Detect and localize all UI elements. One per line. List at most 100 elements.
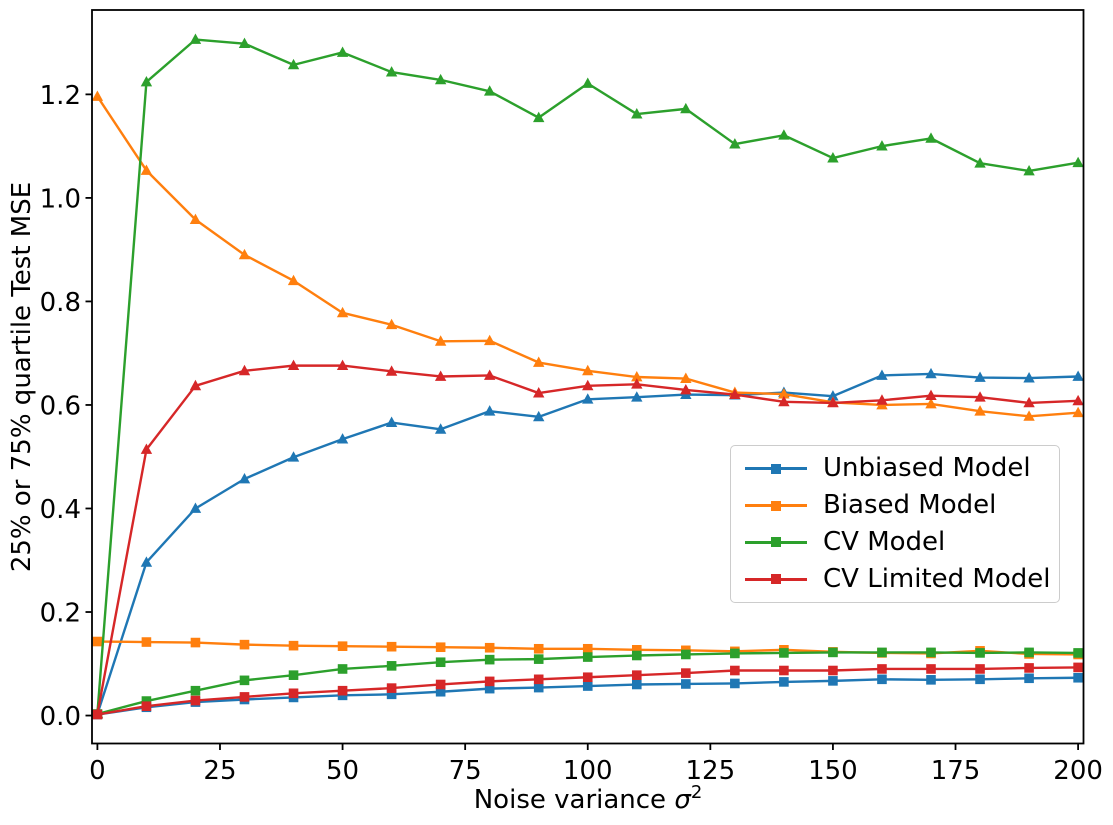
marker-square [533, 643, 544, 654]
marker-triangle [336, 359, 349, 371]
marker-square [582, 681, 593, 691]
marker-square [828, 676, 838, 686]
marker-square [877, 664, 887, 674]
legend-line-marker-icon [745, 536, 807, 548]
marker-square [828, 647, 838, 658]
marker-triangle [483, 405, 496, 416]
marker-square [730, 665, 740, 676]
marker-triangle [582, 393, 594, 404]
marker-square [1073, 672, 1083, 683]
legend-item-cv: CV Model [731, 528, 1059, 557]
marker-square [631, 650, 642, 661]
y-tick-label: 0.4 [40, 495, 81, 525]
marker-square [190, 637, 201, 648]
marker-square [484, 676, 495, 687]
legend-label: CV Model [823, 527, 946, 558]
marker-square [681, 649, 691, 660]
marker-square [288, 688, 299, 699]
marker-square [730, 648, 740, 659]
marker-triangle [91, 90, 104, 101]
marker-triangle [582, 379, 594, 391]
marker-triangle [1023, 396, 1035, 408]
marker-square [288, 670, 299, 680]
marker-triangle [385, 318, 398, 330]
marker-square [1073, 662, 1083, 673]
marker-triangle [680, 372, 692, 383]
marker-triangle [385, 365, 398, 376]
marker-square [484, 683, 495, 694]
marker-square [828, 665, 838, 676]
marker-triangle [336, 433, 349, 444]
x-tick-label: 175 [931, 756, 981, 786]
y-tick-label: 0.8 [40, 288, 81, 318]
marker-square [631, 670, 642, 680]
marker-square [926, 647, 936, 658]
marker-square [484, 642, 495, 653]
marker-triangle [827, 390, 839, 401]
marker-triangle [876, 140, 888, 151]
marker-triangle [1023, 164, 1035, 176]
marker-triangle [189, 379, 202, 391]
marker-triangle [876, 394, 888, 405]
marker-triangle [631, 108, 643, 119]
marker-triangle [974, 157, 986, 168]
marker-square [141, 637, 152, 647]
marker-triangle [238, 37, 251, 49]
marker-triangle [238, 364, 251, 376]
marker-square [141, 701, 152, 712]
marker-square [435, 679, 446, 690]
legend-line-marker-icon [745, 463, 807, 475]
marker-triangle [434, 73, 447, 85]
marker-triangle [925, 389, 937, 401]
marker-triangle [925, 132, 937, 143]
plot-border [91, 9, 1085, 745]
x-tick-label: 100 [563, 756, 613, 786]
marker-square [926, 664, 936, 674]
marker-triangle [680, 383, 692, 395]
marker-triangle [336, 46, 349, 57]
legend-item-unbiased: Unbiased Model [731, 454, 1059, 483]
x-axis-label-text: Noise variance [474, 785, 675, 815]
marker-triangle [778, 129, 790, 140]
marker-triangle [434, 370, 447, 381]
marker-square [1024, 663, 1034, 673]
marker-triangle [729, 138, 741, 149]
marker-square [435, 657, 446, 668]
marker-triangle [483, 369, 496, 380]
marker-square [190, 695, 201, 706]
marker-square [239, 639, 250, 650]
x-tick-label: 0 [89, 756, 106, 786]
marker-square [681, 679, 691, 689]
x-tick-label: 50 [326, 756, 359, 786]
marker-triangle [189, 33, 202, 44]
marker-square [435, 642, 446, 653]
marker-square [386, 689, 397, 700]
x-tick-label: 125 [686, 756, 736, 786]
legend-line-marker-icon [745, 573, 807, 585]
marker-triangle [1072, 156, 1084, 168]
marker-square [877, 674, 887, 685]
sigma-exponent: 2 [691, 782, 702, 803]
marker-triangle [631, 391, 643, 402]
marker-triangle [189, 213, 202, 225]
marker-triangle [434, 423, 447, 434]
marker-square [779, 665, 789, 676]
marker-triangle [1072, 394, 1084, 406]
marker-triangle [483, 85, 496, 96]
marker-square [582, 652, 593, 662]
marker-triangle [483, 334, 496, 346]
marker-square [779, 677, 789, 687]
marker-square [337, 685, 348, 696]
marker-triangle [1023, 410, 1035, 421]
marker-square [288, 640, 299, 651]
marker-triangle [336, 306, 349, 318]
marker-triangle [385, 416, 398, 427]
marker-triangle [974, 371, 986, 382]
marker-triangle [533, 410, 545, 422]
marker-triangle [925, 397, 937, 409]
marker-square [533, 674, 544, 685]
plot-area: 0 25 50 75 100 125 150 175 200 0.0 0.2 0.4 0.6 0.8 1.0… [40, 9, 1103, 786]
y-tick-label: 1.0 [40, 184, 81, 214]
